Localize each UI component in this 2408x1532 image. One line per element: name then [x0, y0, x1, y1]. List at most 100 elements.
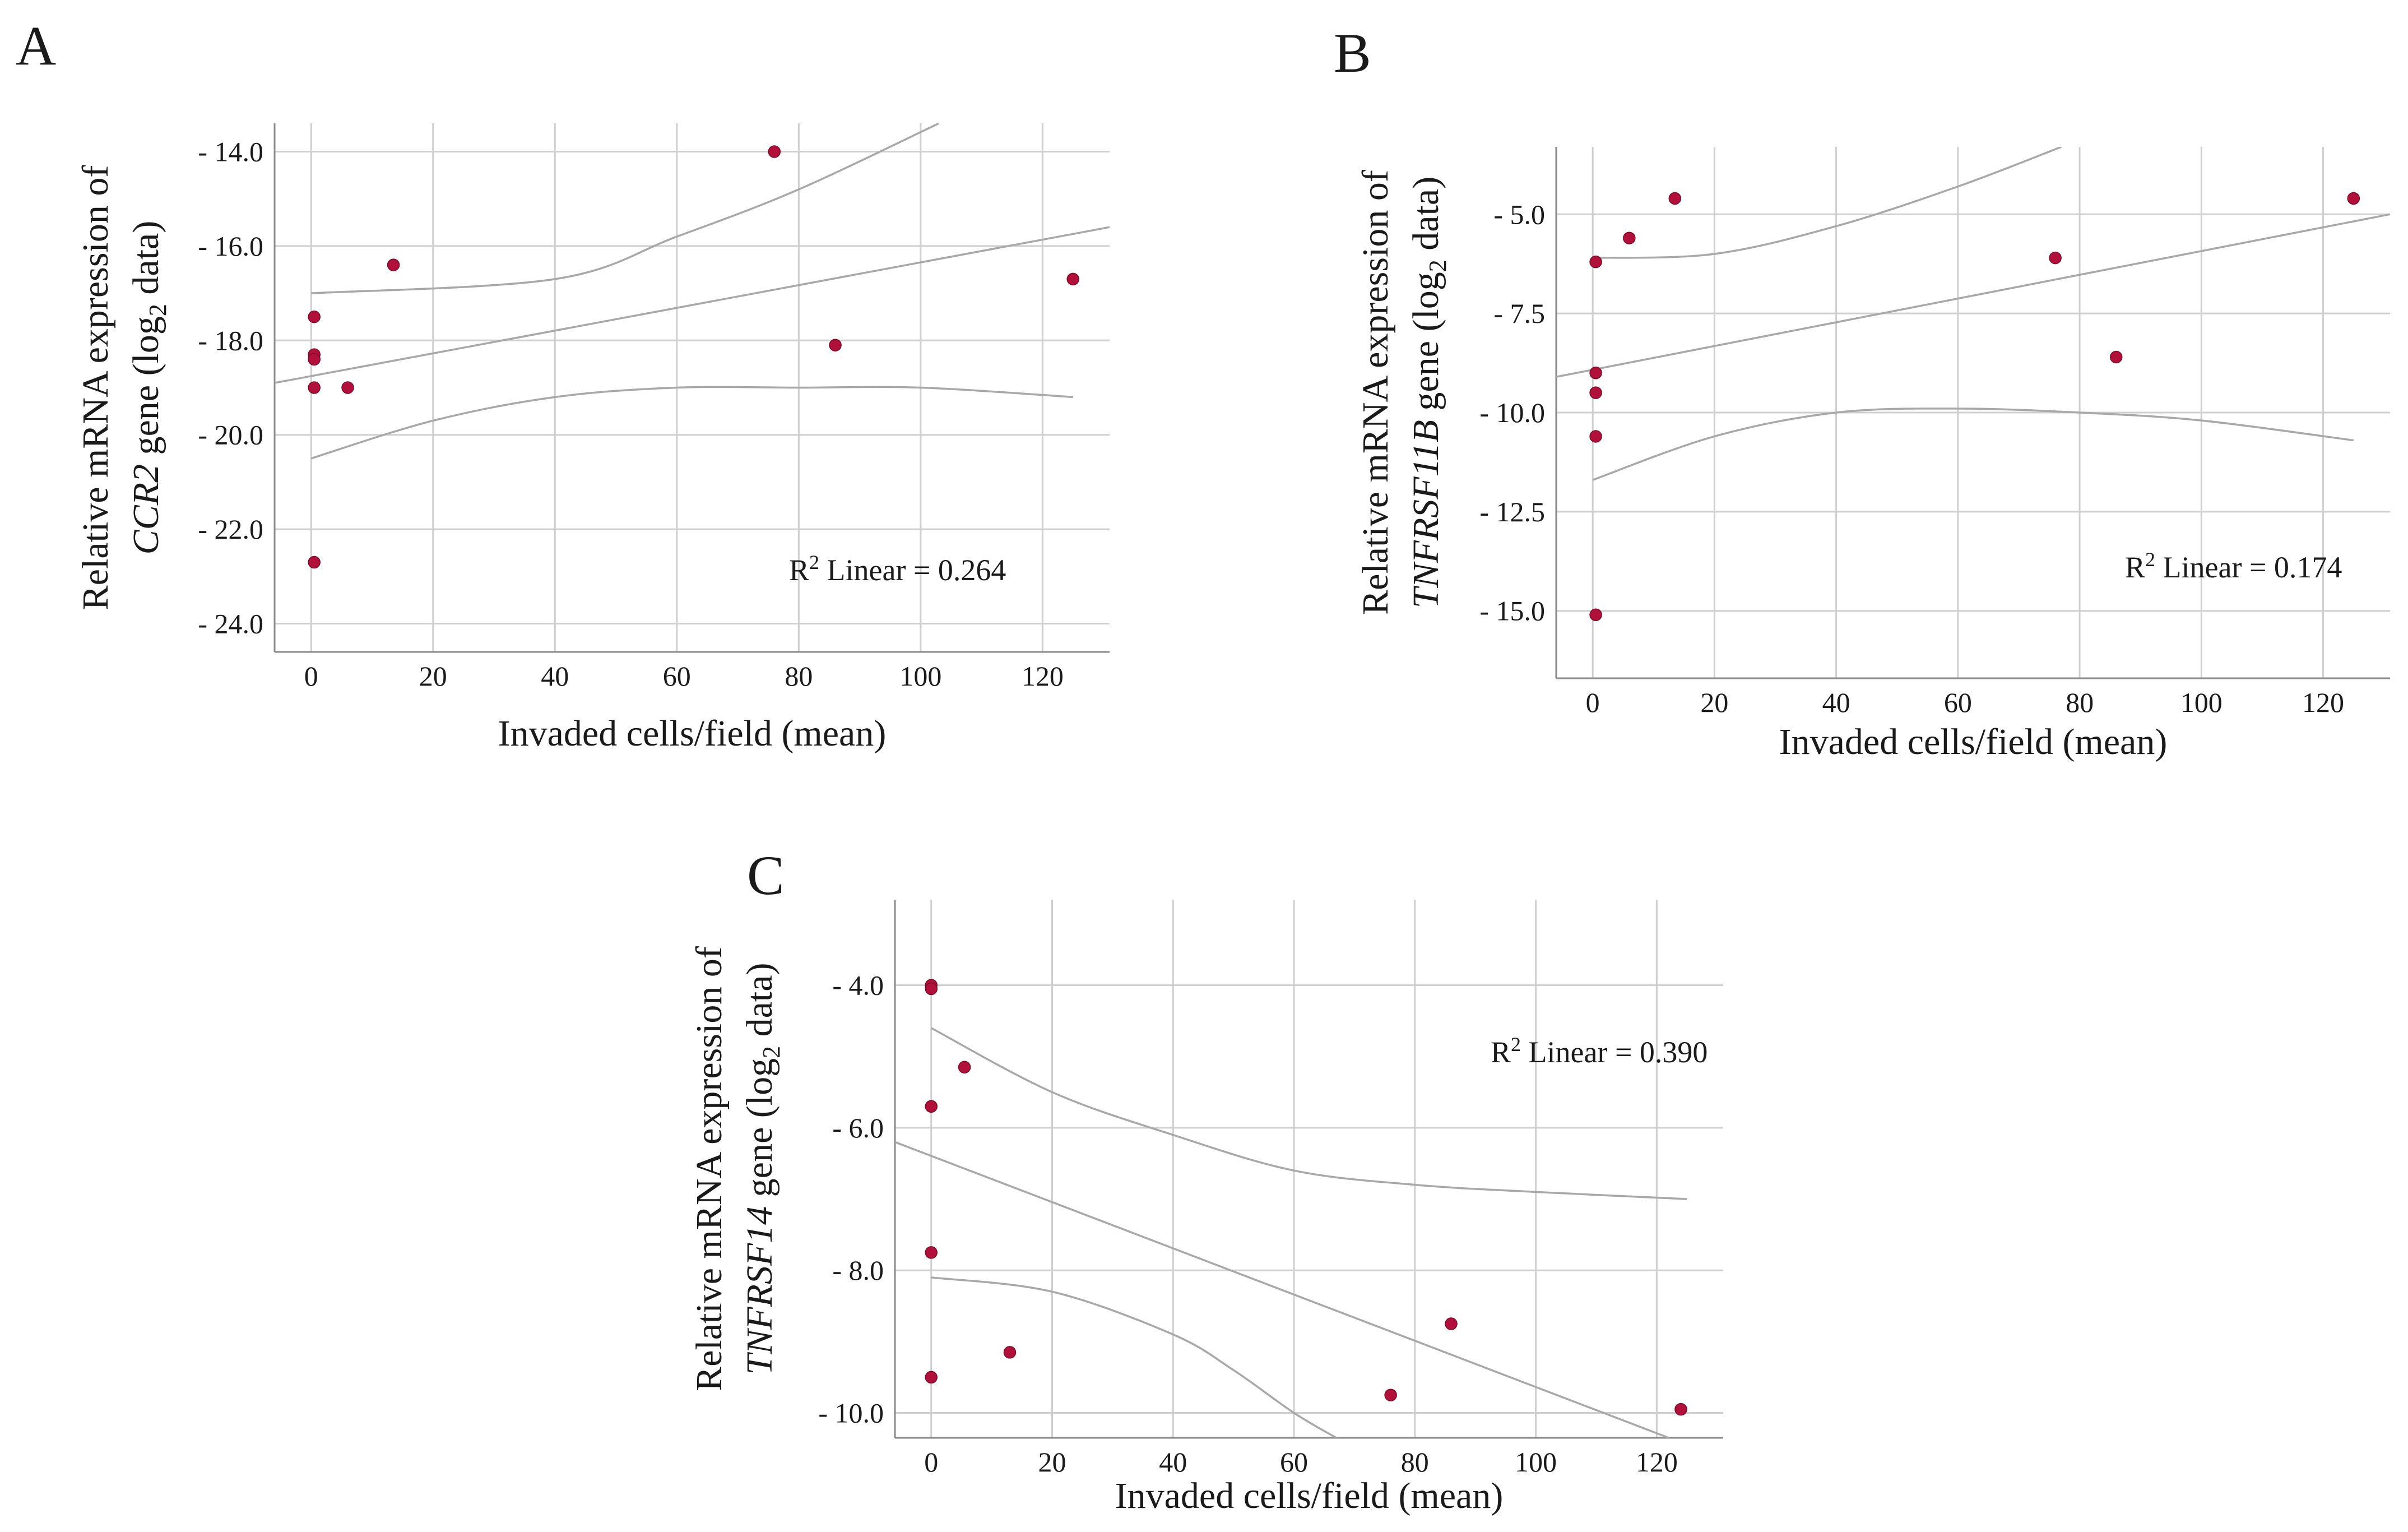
data-point [308, 381, 321, 394]
data-point [958, 1061, 971, 1074]
regression-line [895, 1141, 1669, 1438]
x-tick-label: 80 [1401, 1446, 1429, 1478]
y-axis-label-text: gene (log [126, 316, 166, 464]
y-tick-label: - 24.0 [198, 608, 263, 639]
panel-c: C 0 20 40 60 80 100 120 - 4.0 - 6.0 - 8.0 - 10.0 Inv… [689, 844, 1723, 1516]
data-point [1003, 1346, 1017, 1359]
y-axis-label-line2: CCR2 gene (log2 data) [126, 221, 171, 555]
r2-annotation: R2 Linear = 0.390 [1491, 1033, 1708, 1069]
data-point [1589, 255, 1602, 269]
r2-value: Linear = 0.264 [819, 553, 1006, 587]
regression-line [275, 226, 1110, 384]
ci-upper-curve [1593, 147, 2062, 259]
data-point [1674, 1403, 1687, 1416]
data-point [829, 339, 842, 351]
y-axis-label-text-end: data) [126, 221, 166, 304]
x-tick-label: 100 [2180, 687, 2223, 718]
data-point [925, 1246, 938, 1259]
panel-label: B [1334, 22, 1371, 84]
x-tick-label: 100 [899, 660, 941, 692]
y-tick-label: - 6.0 [832, 1112, 884, 1144]
y-tick-label: - 18.0 [198, 325, 263, 356]
y-axis-gene-name: TNFRSF11B [1405, 420, 1446, 608]
x-axis-label: Invaded cells/field (mean) [1115, 1475, 1504, 1516]
data-point [1589, 430, 1602, 443]
data-point [1066, 272, 1079, 286]
x-tick-label: 40 [1822, 687, 1850, 718]
x-tick-label: 100 [1515, 1446, 1557, 1478]
y-tick-label: - 12.5 [1479, 496, 1545, 527]
y-tick-label: - 15.0 [1479, 595, 1545, 627]
y-axis-label-line1: Relative mRNA expression of [1355, 170, 1396, 615]
r2-value: Linear = 0.390 [1521, 1035, 1708, 1069]
data-point [1445, 1317, 1458, 1330]
y-axis-gene-name: TNFRSF14 [739, 1206, 780, 1375]
y-tick-label: - 5.0 [1493, 198, 1545, 230]
data-point [925, 1371, 938, 1384]
data-point [308, 310, 321, 323]
data-point [1668, 192, 1682, 205]
x-tick-label: 60 [1280, 1446, 1308, 1478]
r2-annotation: R2 Linear = 0.264 [789, 551, 1006, 587]
x-tick-label: 60 [663, 660, 691, 692]
y-axis-label-line1: Relative mRNA expression of [689, 946, 730, 1391]
x-axis-label: Invaded cells/field (mean) [1779, 721, 2168, 762]
x-tick-label: 120 [2302, 687, 2344, 718]
panel-a: A 0 20 40 60 80 100 120 - 14.0 - 16.0 - 18.0 - 20.0… [16, 15, 1110, 754]
y-tick-label: - 10.0 [818, 1397, 884, 1428]
panel-label: C [747, 844, 785, 906]
fit-curves [895, 1027, 1687, 1438]
x-tick-label: 120 [1022, 660, 1064, 692]
ci-lower-curve [1592, 408, 2354, 481]
y-tick-label: - 7.5 [1493, 298, 1545, 329]
data-point [2347, 192, 2360, 205]
x-tick-label: 0 [924, 1446, 938, 1478]
data-point [308, 353, 321, 366]
data-point [925, 982, 938, 996]
data-point [768, 145, 781, 158]
r2-annotation: R2 Linear = 0.174 [2125, 548, 2342, 584]
data-point [308, 556, 321, 569]
y-tick-label: - 4.0 [832, 970, 884, 1001]
r2-superscript: 2 [2145, 548, 2155, 571]
x-tick-label: 0 [304, 660, 318, 692]
y-tick-label: - 16.0 [198, 230, 263, 262]
y-tick-label: - 14.0 [198, 136, 263, 168]
y-tick-label: - 22.0 [198, 513, 263, 545]
y-tick-label: - 10.0 [1479, 397, 1545, 428]
x-tick-label: 40 [1159, 1446, 1187, 1478]
panel-b: B 0 20 40 60 80 100 120 - 5.0 - 7.5 - 10.0 - 12.5 - … [1334, 22, 2390, 762]
regression-line [1556, 213, 2390, 378]
x-tick-label: 20 [419, 660, 447, 692]
fit-curves [275, 123, 1110, 460]
x-tick-label: 80 [785, 660, 813, 692]
data-point [1384, 1388, 1397, 1401]
r2-symbol: R [1491, 1035, 1511, 1069]
x-tick-label: 80 [2066, 687, 2094, 718]
x-axis-label: Invaded cells/field (mean) [498, 713, 887, 754]
y-axis-label-line1: Relative mRNA expression of [75, 165, 116, 610]
data-point [1589, 367, 1602, 379]
data-point [1623, 232, 1636, 244]
data-point [387, 258, 400, 271]
y-axis-log-subscript: 2 [1424, 260, 1451, 272]
ci-upper-curve [930, 1027, 1687, 1200]
r2-superscript: 2 [1511, 1033, 1521, 1056]
y-axis-label-text: gene (log [1405, 272, 1446, 420]
data-point [2049, 251, 2062, 265]
y-tick-label: - 20.0 [198, 419, 263, 451]
panel-label: A [16, 15, 56, 77]
ci-lower-curve [310, 386, 1073, 460]
fit-curves [1556, 147, 2390, 481]
x-tick-label: 20 [1700, 687, 1728, 718]
y-axis-label-line2: TNFRSF11B gene (log2 data) [1405, 177, 1451, 608]
r2-symbol: R [2125, 550, 2145, 584]
x-tick-label: 20 [1038, 1446, 1066, 1478]
r2-superscript: 2 [809, 551, 819, 573]
x-tick-label: 120 [1636, 1446, 1678, 1478]
r2-symbol: R [789, 553, 809, 587]
data-point [2109, 350, 2123, 364]
ci-lower-curve [931, 1276, 1337, 1438]
y-axis-log-subscript: 2 [144, 304, 171, 316]
ci-upper-curve [311, 123, 940, 294]
